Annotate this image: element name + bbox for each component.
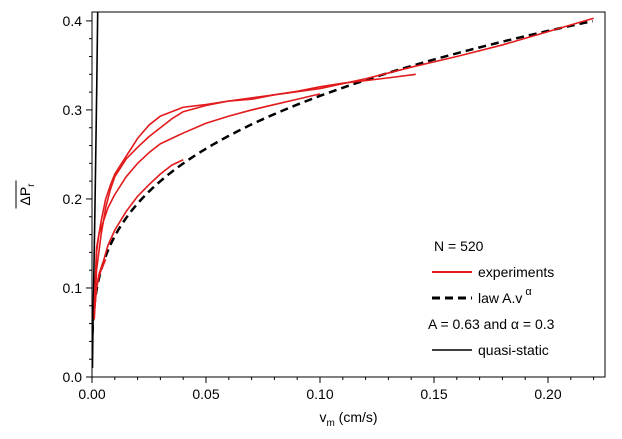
x-tick-label: 0.20 <box>534 386 561 402</box>
x-tick-label: 0.00 <box>78 386 105 402</box>
y-tick-label: 0.2 <box>63 191 83 207</box>
legend-label: quasi-static <box>478 342 549 358</box>
y-tick-label: 0.1 <box>63 280 83 296</box>
x-axis-label: vm (cm/s) <box>319 409 377 429</box>
x-tick-label: 0.05 <box>192 386 219 402</box>
y-tick-label: 0.0 <box>63 369 83 385</box>
y-axis-label-group: ΔPr <box>15 180 37 209</box>
experiment-series-2 <box>93 73 416 320</box>
legend-label: experiments <box>478 264 554 280</box>
x-tick-label: 0.10 <box>306 386 333 402</box>
law-curve <box>92 19 594 334</box>
x-tick-label: 0.15 <box>420 386 447 402</box>
experiment-series-1 <box>93 17 594 306</box>
y-axis-label: ΔPr <box>17 183 37 206</box>
plot-frame <box>91 11 606 378</box>
experiment-series-4 <box>93 159 184 315</box>
y-tick-label: 0.4 <box>63 13 83 29</box>
experiment-series-3 <box>93 93 321 315</box>
quasi-static-line <box>92 12 99 369</box>
experiment-series-5 <box>95 259 107 289</box>
legend-header: N = 520 <box>434 238 484 254</box>
y-tick-label: 0.3 <box>63 102 83 118</box>
legend-label: law A.v α <box>478 286 532 306</box>
legend-label: A = 0.63 and α = 0.3 <box>428 316 555 332</box>
